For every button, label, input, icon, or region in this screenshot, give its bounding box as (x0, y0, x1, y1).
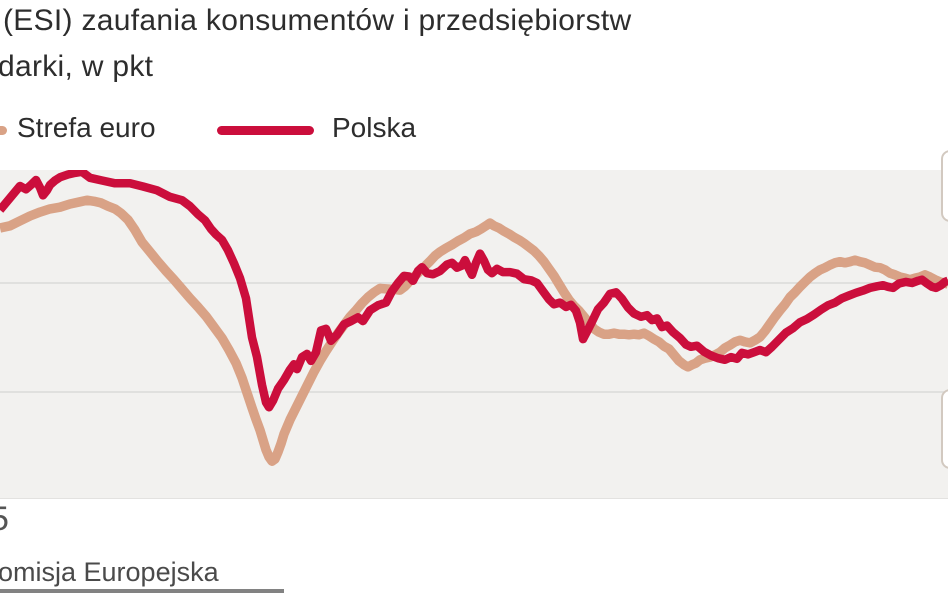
x-axis-partial-label: 5 (0, 500, 9, 539)
series-line-poland (0, 170, 948, 412)
legend-label-eurozone: Strefa euro (17, 112, 156, 143)
bottom-cropped-element-strip (0, 589, 284, 593)
right-edge-panel-bottom[interactable] (941, 389, 948, 469)
eurozone-line-swatch-icon (0, 126, 7, 135)
series-line-eurozone (0, 195, 948, 466)
chart-title-line1: (ESI) zaufania konsumentów i przedsiębio… (3, 4, 632, 37)
legend-label-poland: Polska (332, 112, 417, 143)
right-edge-panel-top[interactable] (941, 150, 948, 222)
plot-area (0, 170, 948, 499)
chart-title-line2: darki, w pkt (0, 50, 154, 83)
poland-line-swatch-icon (217, 126, 314, 135)
source-text: omisja Europejska (0, 557, 219, 587)
chart-svg (0, 170, 948, 466)
